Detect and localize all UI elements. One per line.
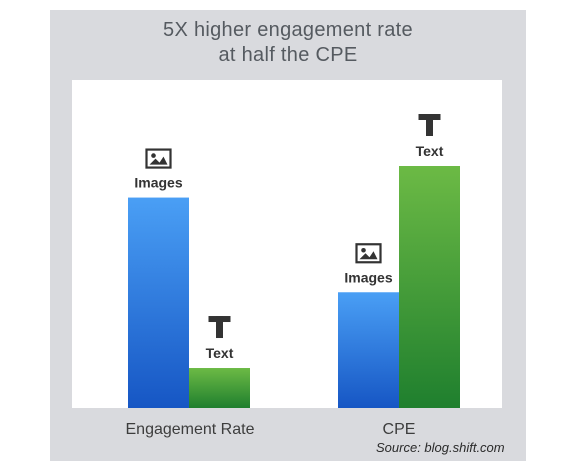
category-label-cpe: CPE (382, 421, 416, 438)
bar-images-cpe (338, 292, 399, 408)
bar-text-engagement-rate (189, 368, 250, 408)
bar-images-engagement-rate (128, 197, 189, 408)
bar-label-images-engagement-rate: Images (134, 175, 182, 191)
category-label-engagement-rate: Engagement Rate (125, 421, 255, 438)
image-icon (145, 148, 172, 169)
bar-chart: Images Text Images Text (128, 114, 460, 408)
bar-label-text-engagement-rate: Text (206, 345, 234, 361)
source-note: Source: blog.shift.com (376, 440, 505, 455)
chart-title-line-1: 5X higher engagement rate (163, 19, 413, 41)
chart-title-line-2: at half the CPE (218, 44, 358, 66)
bar-label-images-cpe: Images (344, 269, 392, 285)
bar-label-text-cpe: Text (416, 143, 444, 159)
image-icon (355, 243, 382, 264)
chart-title: 5X higher engagement rate at half the CP… (50, 18, 526, 68)
plot-area: Images Text Images Text (72, 80, 502, 408)
text-t-icon (208, 316, 231, 339)
text-t-icon (418, 114, 441, 136)
bar-text-cpe (399, 166, 460, 408)
